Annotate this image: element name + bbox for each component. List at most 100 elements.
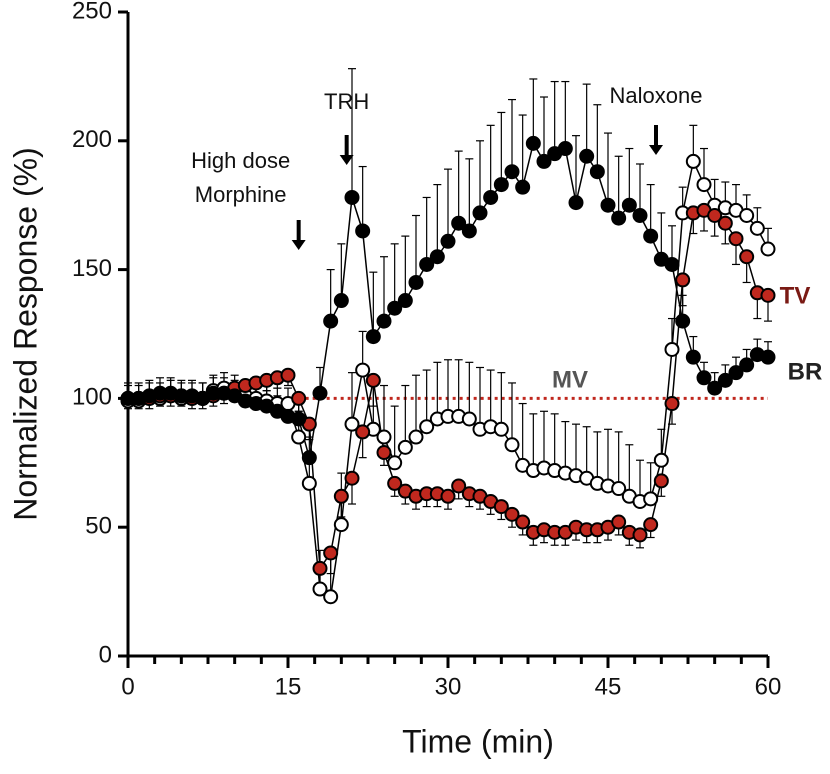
- marker: [365, 329, 381, 345]
- marker: [525, 135, 541, 151]
- marker: [643, 491, 659, 507]
- annotation-arrowhead: [649, 145, 663, 155]
- marker: [461, 411, 477, 427]
- marker: [696, 177, 712, 193]
- marker: [589, 164, 605, 180]
- marker: [717, 372, 733, 388]
- x-tick-label: 0: [121, 673, 134, 700]
- marker: [675, 272, 691, 288]
- marker: [323, 589, 339, 605]
- marker: [440, 488, 456, 504]
- x-axis-title: Time (min): [402, 723, 554, 759]
- marker: [312, 581, 328, 597]
- marker: [493, 499, 509, 515]
- marker: [707, 380, 723, 396]
- marker: [739, 208, 755, 224]
- y-axis-title: Normalized Response (%): [7, 147, 43, 520]
- marker: [685, 153, 701, 169]
- marker: [451, 478, 467, 494]
- marker: [504, 506, 520, 522]
- marker: [323, 545, 339, 561]
- marker: [504, 164, 520, 180]
- marker: [493, 177, 509, 193]
- marker: [376, 444, 392, 460]
- marker: [301, 450, 317, 466]
- marker: [333, 488, 349, 504]
- marker: [440, 233, 456, 249]
- marker: [685, 349, 701, 365]
- marker: [291, 390, 307, 406]
- marker: [600, 197, 616, 213]
- x-tick-label: 45: [595, 673, 622, 700]
- series-0-errors: [124, 68, 772, 458]
- marker: [621, 197, 637, 213]
- y-tick-label: 0: [99, 641, 112, 668]
- marker: [568, 195, 584, 211]
- x-tick-label: 15: [275, 673, 302, 700]
- marker: [387, 300, 403, 316]
- marker: [312, 560, 328, 576]
- marker: [611, 210, 627, 226]
- marker: [696, 370, 712, 386]
- marker: [355, 362, 371, 378]
- marker: [408, 274, 424, 290]
- marker: [717, 215, 733, 231]
- marker: [611, 481, 627, 497]
- marker: [397, 439, 413, 455]
- marker: [291, 429, 307, 445]
- marker: [333, 517, 349, 533]
- y-tick-label: 100: [72, 384, 112, 411]
- marker: [312, 385, 328, 401]
- marker: [355, 223, 371, 239]
- x-tick-label: 60: [755, 673, 782, 700]
- marker: [653, 452, 669, 468]
- marker: [493, 421, 509, 437]
- annotation-text: Naloxone: [610, 83, 703, 108]
- marker: [483, 189, 499, 205]
- marker: [760, 287, 776, 303]
- marker: [472, 205, 488, 221]
- y-tick-label: 200: [72, 126, 112, 153]
- marker: [760, 349, 776, 365]
- marker: [675, 313, 691, 329]
- y-tick-label: 150: [72, 255, 112, 282]
- marker: [419, 256, 435, 272]
- marker: [291, 411, 307, 427]
- marker: [419, 419, 435, 435]
- marker: [739, 249, 755, 265]
- series-label: MV: [552, 366, 588, 393]
- annotation-arrowhead: [291, 240, 306, 250]
- marker: [728, 365, 744, 381]
- marker: [664, 341, 680, 357]
- marker: [376, 313, 392, 329]
- annotation-text: TRH: [324, 89, 369, 114]
- marker: [643, 228, 659, 244]
- marker: [536, 153, 552, 169]
- marker: [504, 437, 520, 453]
- marker: [323, 313, 339, 329]
- marker: [451, 215, 467, 231]
- marker: [344, 189, 360, 205]
- marker: [611, 514, 627, 530]
- marker: [387, 455, 403, 471]
- annotation-text: Morphine: [195, 182, 287, 207]
- marker: [653, 473, 669, 489]
- marker: [632, 208, 648, 224]
- marker: [461, 223, 477, 239]
- marker: [515, 514, 531, 530]
- x-tick-label: 30: [435, 673, 462, 700]
- annotation-arrowhead: [339, 155, 354, 165]
- marker: [344, 416, 360, 432]
- marker: [301, 475, 317, 491]
- marker: [632, 527, 648, 543]
- marker: [429, 249, 445, 265]
- marker: [760, 241, 776, 257]
- marker: [749, 220, 765, 236]
- marker: [579, 148, 595, 164]
- annotation-text: High dose: [191, 148, 290, 173]
- series-label: TV: [780, 282, 811, 309]
- marker: [557, 141, 573, 157]
- marker: [387, 475, 403, 491]
- y-tick-label: 50: [85, 513, 112, 540]
